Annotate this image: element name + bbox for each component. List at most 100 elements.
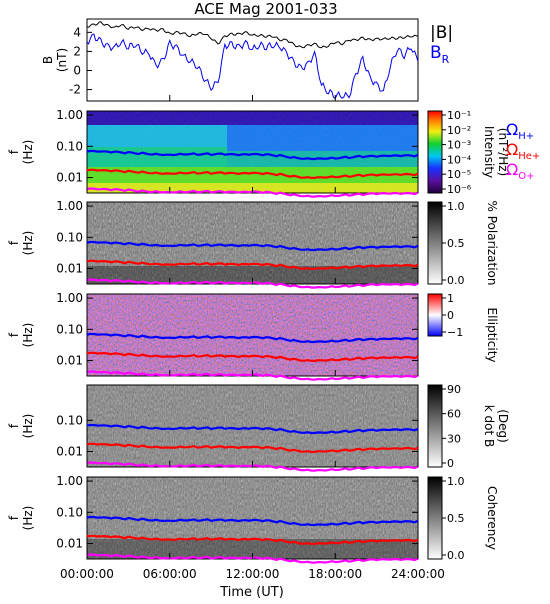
freq-ylabel-bottom: (Hz) xyxy=(21,323,35,348)
field-ylabel-bottom: (nT) xyxy=(55,48,69,72)
spectral-panels xyxy=(86,110,419,560)
legend-o-plus: ΩO+ xyxy=(506,160,534,182)
x-tick-label: 12:00:00 xyxy=(226,567,280,581)
colorbar-tick-label: 1.0 xyxy=(447,475,465,488)
series-br xyxy=(86,33,419,100)
spectral-axis-labels: 1.000.100.01f (Hz)1.000.100.01f (Hz)1.000.… xyxy=(7,108,418,551)
freq-ylabel-bottom: (Hz) xyxy=(21,231,35,256)
freq-ylabel-bottom: (Hz) xyxy=(21,414,35,439)
legend-btotal: |B| xyxy=(430,23,453,43)
freq-ytick-label: 0.10 xyxy=(56,139,83,153)
freq-ytick-label: 0.10 xyxy=(56,413,83,427)
colorbar-tick-label: 0.5 xyxy=(447,237,465,250)
legend-h-plus-sub: H+ xyxy=(518,131,534,142)
freq-ytick-label: 1.00 xyxy=(56,291,83,305)
colorbar-tick-label: 0.5 xyxy=(447,512,465,525)
colorbar-tick-label: 10⁻⁶ xyxy=(447,183,472,196)
freq-ytick-label: 0.01 xyxy=(56,354,83,368)
field-lines xyxy=(86,21,419,100)
gyrofrequency-lines xyxy=(86,149,419,564)
legend-br: BR xyxy=(430,43,450,66)
colorbar-tick-label: 10⁻⁴ xyxy=(447,153,472,166)
k-dot-b-colorbar xyxy=(427,384,443,468)
legend-o-plus-sub: O+ xyxy=(518,171,534,182)
colorbar-tick-label: 10⁻² xyxy=(447,124,471,137)
colorbars xyxy=(427,110,443,560)
freq-ytick-label: 0.01 xyxy=(56,262,83,276)
freq-ylabel-top: f xyxy=(7,515,21,520)
freq-ytick-label: 0.01 xyxy=(56,445,83,459)
freq-ylabel-top: f xyxy=(7,240,21,245)
freq-ytick-label: 0.01 xyxy=(56,171,83,185)
colorbar-title: Intensity xyxy=(482,126,496,178)
x-tick-label: 18:00:00 xyxy=(308,567,362,581)
x-tick-label: 24:00:00 xyxy=(391,567,445,581)
colorbar-tick-label: 0.0 xyxy=(447,274,465,287)
freq-ylabel-top: f xyxy=(7,332,21,337)
x-tick-label: 00:00:00 xyxy=(60,567,114,581)
spectrum-colorbar xyxy=(427,110,443,194)
field-ytick-label: 2 xyxy=(73,44,81,58)
freq-ytick-label: 0.01 xyxy=(56,537,83,551)
panel-polarization xyxy=(86,201,419,285)
he-plus-line-1 xyxy=(86,168,419,180)
colorbar-tick-label: 1.0 xyxy=(447,200,465,213)
colorbar-title: % Polarization xyxy=(485,201,499,286)
legend-he-plus-sub: He+ xyxy=(518,151,540,162)
he-plus-line-2 xyxy=(86,259,419,271)
polarization-colorbar xyxy=(427,201,443,285)
freq-ylabel-bottom: (Hz) xyxy=(21,140,35,165)
h-plus-line-3 xyxy=(86,332,419,344)
he-plus-line-4 xyxy=(86,442,419,454)
freq-ytick-label: 0.10 xyxy=(56,322,83,336)
freq-ytick-label: 1.00 xyxy=(56,199,83,213)
colorbar-tick-label: 30 xyxy=(447,432,461,445)
freq-ytick-label: 1.00 xyxy=(56,474,83,488)
panel-spectrum xyxy=(86,110,419,194)
h-plus-line-4 xyxy=(86,423,419,435)
colorbar-tick-label: 60 xyxy=(447,408,461,421)
legend-h-plus: ΩH+ xyxy=(506,120,534,142)
colorbar-tick-label: 10⁻³ xyxy=(447,139,471,152)
colorbar-title: Ellipticity xyxy=(485,308,499,363)
freq-ytick-label: 0.10 xyxy=(56,230,83,244)
legend-h-plus-symbol: Ω xyxy=(506,120,518,139)
field-ylabel-top: B xyxy=(41,56,55,64)
colorbar-tick-label: 10⁻⁵ xyxy=(447,168,471,181)
colorbar-tick-label: 10⁻¹ xyxy=(447,109,471,122)
colorbar-labels: 10⁻¹ 10⁻² 10⁻³10⁻⁴ 10⁻⁵ 10⁻⁶ Intensity (nT²/Hz… xyxy=(442,109,510,562)
he-plus-line-5 xyxy=(86,534,419,546)
he-plus-line-3 xyxy=(86,351,419,363)
legend-o-plus-symbol: Ω xyxy=(506,160,518,179)
panel-ellipticity xyxy=(86,293,419,377)
ellipticity-colorbar xyxy=(427,293,443,337)
field-ytick-label: 0 xyxy=(73,63,81,77)
colorbar-title: k dot B xyxy=(482,405,496,447)
freq-ytick-label: 0.10 xyxy=(56,505,83,519)
panel-magnetic-field: 420-2 B (nT) |B| BR xyxy=(41,18,453,102)
panel-coherency xyxy=(86,476,419,560)
series-btotal xyxy=(86,21,419,49)
h-plus-line-2 xyxy=(86,240,419,252)
field-legend: |B| BR xyxy=(430,23,453,66)
legend-he-plus-symbol: Ω xyxy=(506,140,518,159)
colorbar-tick-label: 90 xyxy=(447,383,461,396)
field-yticks: 4 2 0 -2 xyxy=(69,25,92,97)
freq-ytick-label: 1.00 xyxy=(56,108,83,122)
colorbar-tick-label: 0.0 xyxy=(447,549,465,562)
colorbar-title-units: (nT²/Hz) xyxy=(496,128,510,176)
colorbar-title: Coherency xyxy=(485,486,499,550)
h-plus-line-5 xyxy=(86,515,419,527)
freq-ylabel-bottom: (Hz) xyxy=(21,506,35,531)
x-axis: 00:00:00 06:00:00 12:00:00 18:00:00 24:00:00 xyxy=(60,95,445,581)
colorbar-tick-label: 0 xyxy=(447,457,454,470)
colorbar-tick-label: 1 xyxy=(447,292,454,305)
freq-ylabel-top: f xyxy=(7,149,21,154)
h-plus-line-1 xyxy=(86,149,419,161)
figure-title: ACE Mag 2001-033 xyxy=(194,0,337,18)
field-ytick-label: 4 xyxy=(73,25,81,39)
x-axis-label: Time (UT) xyxy=(219,585,284,600)
legend-br-sub: R xyxy=(442,53,450,66)
